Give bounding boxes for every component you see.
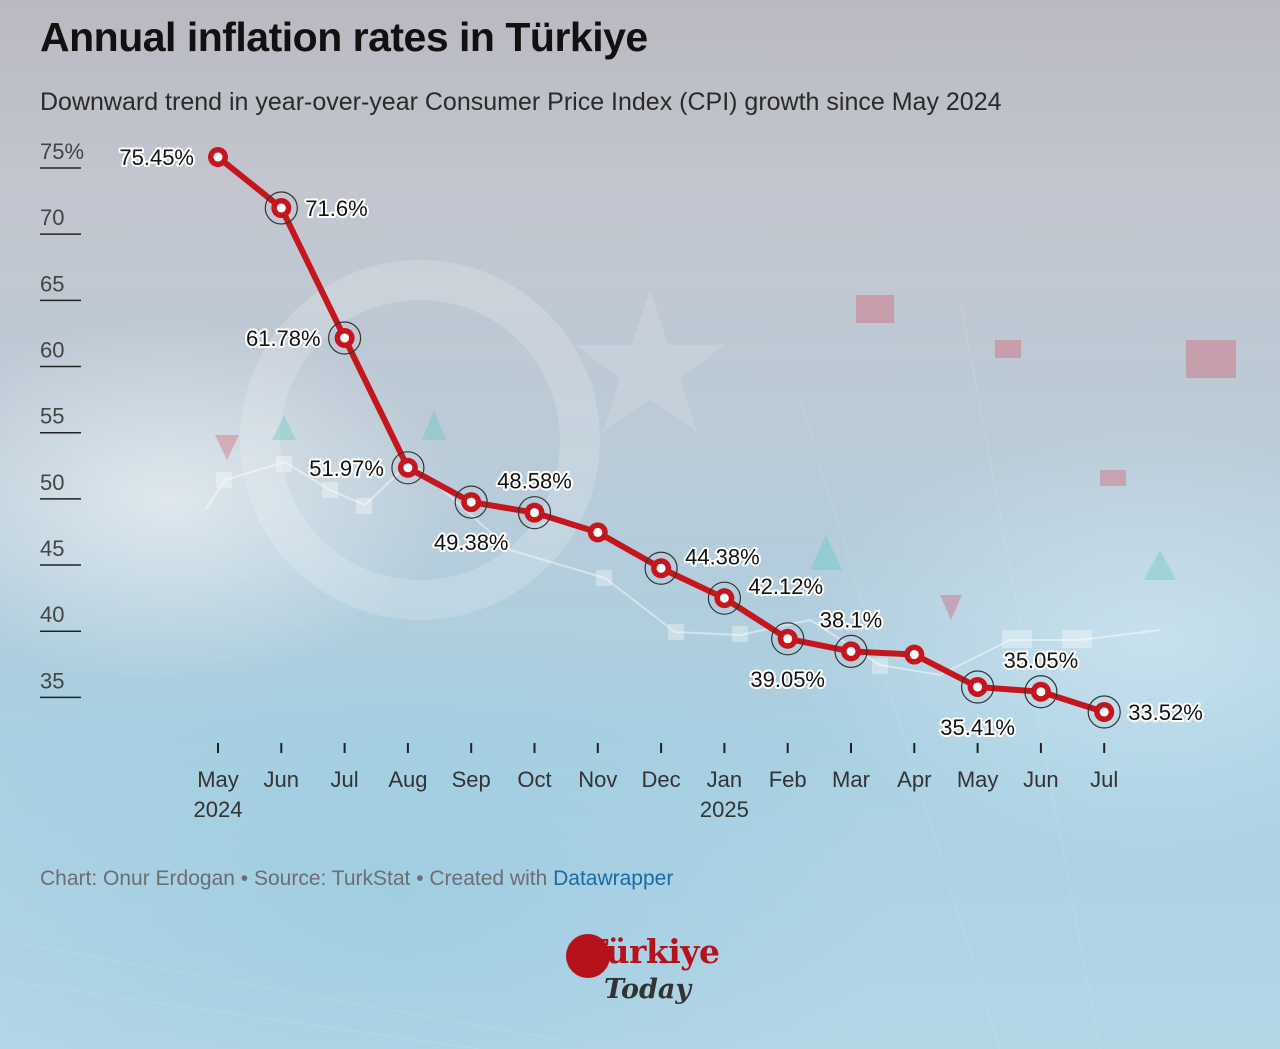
- point-highlight-ring: [328, 321, 362, 355]
- x-year-label: 2024: [194, 797, 243, 822]
- data-label: 42.12%: [748, 574, 823, 599]
- data-label: 33.52%: [1128, 700, 1203, 725]
- y-tick-label: 75%: [40, 139, 84, 164]
- x-tick-label: Apr: [897, 767, 931, 792]
- datawrapper-link[interactable]: Datawrapper: [553, 867, 674, 890]
- point-highlight-ring: [707, 581, 742, 615]
- data-label: 75.45%: [119, 145, 194, 170]
- point-highlight-ring: [1024, 675, 1058, 709]
- data-label: 48.58%: [497, 469, 572, 494]
- y-tick-label: 50: [40, 470, 64, 495]
- data-point: [909, 650, 919, 660]
- x-tick-label: May: [197, 767, 239, 792]
- chart-subtitle: Downward trend in year-over-year Consume…: [40, 88, 1002, 116]
- y-tick-label: 55: [40, 404, 64, 429]
- point-highlight-ring: [264, 191, 298, 225]
- brand-logo-circle: [566, 934, 610, 978]
- series-line: [215, 154, 1108, 715]
- y-tick-label: 70: [40, 205, 64, 230]
- data-point: [719, 593, 729, 603]
- x-tick-label: Sep: [452, 767, 491, 792]
- x-tick-label: Jul: [1090, 767, 1118, 792]
- x-tick-label: Feb: [769, 767, 807, 792]
- x-tick-label: Jul: [331, 767, 359, 792]
- point-highlight-ring: [960, 670, 995, 704]
- data-point: [846, 646, 856, 656]
- data-point: [403, 463, 413, 473]
- brand-logo-top: Türkiye: [584, 932, 720, 971]
- data-point: [530, 508, 539, 518]
- data-label: 35.05%: [1004, 648, 1079, 673]
- y-tick-label: 35: [40, 668, 64, 693]
- y-tick-label: 60: [40, 338, 64, 363]
- chart-footer: Chart: Onur Erdogan • Source: TurkStat •…: [40, 867, 673, 891]
- x-tick-label: Nov: [578, 767, 617, 792]
- y-tick-label: 45: [40, 536, 64, 561]
- point-highlight-ring: [454, 485, 488, 519]
- data-label: 51.97%: [309, 456, 384, 481]
- data-point: [1036, 687, 1046, 697]
- x-tick-label: Aug: [388, 767, 427, 792]
- x-tick-label: Dec: [642, 767, 681, 792]
- data-point: [466, 497, 476, 507]
- point-highlight-ring: [1087, 695, 1121, 729]
- data-point: [340, 333, 350, 343]
- data-point: [593, 527, 603, 537]
- data-point: [276, 203, 286, 213]
- brand-logo: Türkiye Today: [560, 928, 730, 1013]
- data-label: 38.1%: [820, 607, 882, 632]
- point-highlight-ring: [517, 496, 552, 530]
- data-label: 61.78%: [246, 326, 321, 351]
- data-label: 35.41%: [940, 715, 1015, 740]
- data-label: 44.38%: [685, 544, 760, 569]
- y-tick-label: 40: [40, 602, 64, 627]
- x-tick-label: Jun: [264, 767, 299, 792]
- brand-logo-bottom: Today: [604, 974, 692, 1005]
- x-tick-label: May: [957, 767, 999, 792]
- data-label: 49.38%: [434, 530, 509, 555]
- data-point: [656, 563, 666, 573]
- x-year-label: 2025: [700, 797, 749, 822]
- data-point: [1099, 707, 1109, 717]
- point-highlight-ring: [771, 622, 805, 656]
- y-tick-label: 65: [40, 271, 64, 296]
- x-tick-label: Jun: [1023, 767, 1058, 792]
- x-tick-label: Oct: [517, 767, 551, 792]
- footer-credit: Chart: Onur Erdogan • Source: TurkStat •…: [40, 867, 554, 890]
- data-point: [973, 682, 983, 692]
- data-point: [783, 634, 793, 644]
- x-tick-label: Mar: [832, 767, 870, 792]
- data-point: [213, 152, 223, 162]
- point-highlight-ring: [644, 551, 678, 585]
- point-highlight-ring: [834, 634, 868, 668]
- x-tick-label: Jan: [707, 767, 742, 792]
- data-label: 71.6%: [305, 196, 367, 221]
- point-highlight-ring: [391, 451, 425, 485]
- chart-title: Annual inflation rates in Türkiye: [40, 14, 648, 60]
- data-label: 39.05%: [750, 667, 825, 692]
